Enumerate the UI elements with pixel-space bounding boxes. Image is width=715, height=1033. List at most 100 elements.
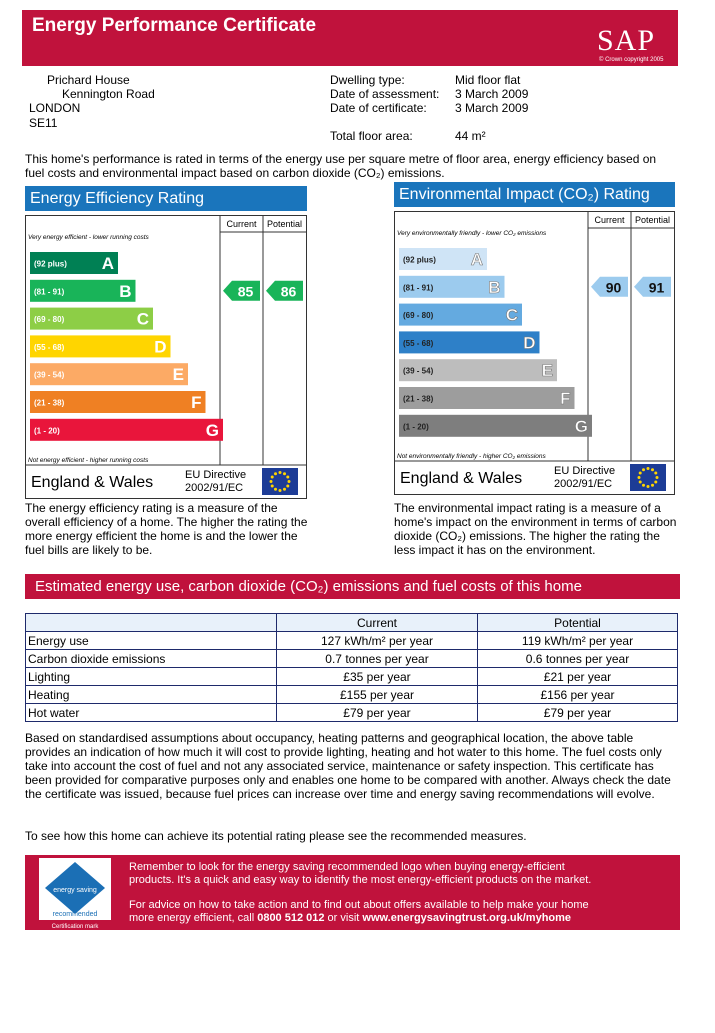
table-body: Energy use 127 kWh/m² per year 119 kWh/m² …: [25, 631, 678, 722]
directive: 2002/91/EC: [554, 478, 612, 490]
address-4: SE11: [29, 116, 58, 130]
directive: EU Directive: [554, 465, 615, 477]
rating-chart: Current Potential Very energy efficient - …: [25, 215, 307, 499]
blank-header: [25, 613, 277, 632]
column-header: Potential: [635, 215, 670, 225]
band-range: (55 - 68): [34, 343, 65, 352]
footer: energy saving recommended Certification …: [25, 855, 680, 930]
band: [30, 363, 188, 386]
rating-value: 90: [606, 279, 622, 295]
potential-value: 0.6 tonnes per year: [477, 649, 678, 668]
band-range: (39 - 54): [34, 371, 65, 380]
potential-value: £156 per year: [477, 685, 678, 704]
eu-star: [651, 468, 654, 472]
directive: 2002/91/EC: [185, 482, 243, 494]
top-note: Very environmentally friendly - lower CO…: [397, 230, 547, 237]
rating-marker: [591, 276, 628, 297]
band-letter: E: [542, 361, 553, 380]
potential-value: 119 kWh/m² per year: [477, 631, 678, 650]
column-header: Current: [226, 219, 257, 229]
rating-chart: Current Potential Very environmentally fri…: [394, 211, 675, 495]
header: Energy Performance Certificate SAP © Cro…: [22, 10, 678, 66]
rating-marker: [266, 280, 303, 301]
band: [399, 303, 522, 326]
current-value: £35 per year: [276, 667, 478, 686]
current-value: £155 per year: [276, 685, 478, 704]
row-label: Heating: [25, 685, 277, 704]
row-label: Lighting: [25, 667, 277, 686]
address-2: Kennington Road: [62, 87, 155, 101]
column-header: Current: [276, 613, 478, 632]
bottom-note: Not environmentally friendly - higher CO…: [397, 453, 547, 460]
eu-star: [651, 483, 654, 487]
text: or visit: [324, 912, 363, 924]
eu-star: [654, 471, 658, 475]
row-label: Hot water: [25, 703, 277, 722]
table-row: Carbon dioxide emissions 0.7 tonnes per y…: [25, 649, 678, 668]
band-letter: A: [102, 254, 114, 273]
detail-label: Total floor area:: [330, 129, 413, 143]
rating-title: Environmental Impact (CO₂) Rating: [394, 182, 675, 207]
eu-star: [642, 483, 645, 487]
band-range: (55 - 68): [403, 339, 434, 348]
table-row: Hot water £79 per year £79 per year: [25, 703, 678, 722]
footer-text: For advice on how to take action and to …: [129, 899, 609, 925]
rating-value: 86: [281, 283, 297, 299]
rating-value: 91: [649, 279, 665, 295]
energy-saving-logo: energy saving recommended Certification …: [39, 858, 111, 930]
address-1: Prichard House: [47, 73, 130, 87]
logo-band: [39, 920, 111, 930]
row-label: Energy use: [25, 631, 277, 650]
table-row: Heating £155 per year £156 per year: [25, 685, 678, 704]
rating-marker: [223, 280, 260, 301]
copyright: © Crown copyright 2005: [599, 57, 664, 63]
detail-label: Date of certificate:: [330, 101, 427, 115]
phone: 0800 512 012: [257, 912, 325, 924]
estimates-table: Current Potential Energy use 127 kWh/m² pe…: [25, 613, 678, 722]
eu-star: [654, 480, 658, 484]
eu-star: [637, 476, 641, 479]
band-letter: C: [506, 306, 518, 325]
eu-star: [270, 484, 274, 488]
eu-star: [274, 487, 277, 491]
detail-label: Date of assessment:: [330, 87, 440, 101]
logo-diamond: [45, 862, 105, 914]
rating-description: The energy efficiency rating is a measur…: [25, 501, 308, 557]
band-range: (69 - 80): [34, 315, 65, 324]
band: [30, 307, 153, 330]
band-range: (92 plus): [403, 256, 436, 265]
rating-title: Energy Efficiency Rating: [25, 186, 307, 211]
band: [30, 335, 171, 358]
eu-star: [642, 468, 645, 472]
eu-star: [278, 489, 282, 492]
bottom-note: Not energy efficient - higher running co…: [28, 457, 149, 464]
band-range: (21 - 38): [34, 399, 65, 408]
current-value: £79 per year: [276, 703, 478, 722]
logo-text: Certification mark: [52, 924, 100, 930]
top-note: Very energy efficient - lower running co…: [28, 234, 150, 241]
table-row: Lighting £35 per year £21 per year: [25, 667, 678, 686]
detail-value: Mid floor flat: [455, 73, 521, 87]
potential-value: £79 per year: [477, 703, 678, 722]
band-range: (69 - 80): [403, 311, 434, 320]
row-label: Carbon dioxide emissions: [25, 649, 277, 668]
url: www.energysavingtrust.org.uk/myhome: [362, 912, 572, 924]
band-letter: B: [488, 278, 500, 297]
band-letter: E: [173, 365, 184, 384]
detail-value: 3 March 2009: [455, 101, 529, 115]
eu-star: [274, 472, 277, 476]
potential-value: £21 per year: [477, 667, 678, 686]
directive: EU Directive: [185, 469, 246, 481]
table-row: Energy use 127 kWh/m² per year 119 kWh/m² …: [25, 631, 678, 650]
sap-logo: SAP: [597, 24, 656, 57]
address-3: LONDON: [29, 101, 81, 115]
band: [399, 414, 592, 437]
band-range: (1 - 20): [403, 422, 429, 431]
band: [399, 359, 557, 382]
eu-star: [286, 484, 290, 488]
band-letter: F: [560, 389, 570, 408]
eu-star: [283, 487, 286, 491]
eu-star: [287, 480, 291, 483]
band: [30, 252, 118, 274]
